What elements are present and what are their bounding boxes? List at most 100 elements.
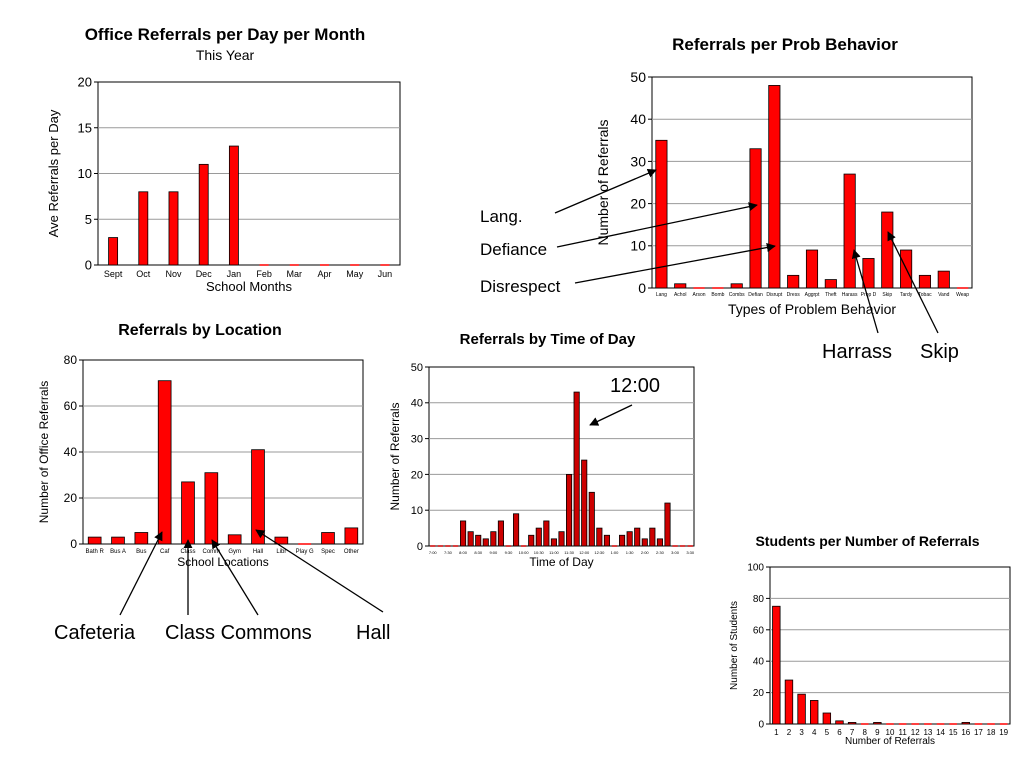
time-bar-8 xyxy=(490,531,497,547)
behavior-bar-15 xyxy=(937,270,950,289)
location-xtick-label: Spec xyxy=(321,549,335,555)
location-ytick-label: 40 xyxy=(64,445,78,459)
time-bar-22 xyxy=(596,527,603,547)
time-xtick-label: 10:00 xyxy=(519,550,530,555)
arrow-hall xyxy=(255,529,384,613)
behavior-xtick-label: Weap xyxy=(956,292,969,298)
time-xtick-label: 7:30 xyxy=(444,550,453,555)
location-xtick-label: Comm xyxy=(202,549,220,555)
students-bar-3 xyxy=(810,700,819,725)
behavior-xtick-label: Disrupt xyxy=(766,292,782,298)
location-bar-2 xyxy=(134,532,149,545)
behavior-ytick-label: 50 xyxy=(630,69,646,85)
month-xtick-label: Oct xyxy=(136,269,151,279)
behavior-xtick-label: Vand xyxy=(938,292,950,298)
behavior-xtick-label: Harass xyxy=(842,292,858,298)
behavior-ytick-label: 10 xyxy=(630,238,646,254)
time-xtick-label: 9:30 xyxy=(505,550,514,555)
behavior-xtick-label: Skip xyxy=(882,292,892,298)
location-ytick-label: 60 xyxy=(64,399,78,413)
students-xtick-label: 16 xyxy=(961,728,970,737)
behavior-ytick-label: 0 xyxy=(638,280,646,296)
time-bar-14 xyxy=(535,527,542,547)
students-xtick-label: 3 xyxy=(799,728,804,737)
students-xtick-label: 14 xyxy=(936,728,945,737)
students-ytick-label: 80 xyxy=(753,594,765,605)
students-ytick-label: 40 xyxy=(753,657,765,668)
students-ytick-label: 0 xyxy=(758,720,764,731)
arrow-commons xyxy=(211,539,259,616)
time-xtick-label: 11:00 xyxy=(549,550,559,555)
month-xtick-label: Sept xyxy=(104,269,123,279)
students-xtick-label: 1 xyxy=(774,728,779,737)
month-xtick-label: Dec xyxy=(196,269,213,279)
students-xtick-label: 5 xyxy=(825,728,830,737)
students-bar-8 xyxy=(873,722,882,725)
behavior-xtick-label: Prop D xyxy=(861,292,877,298)
students-xaxis-label: Number of Referrals xyxy=(845,736,935,747)
annotation-harrass: Harrass xyxy=(822,341,893,363)
location-xtick-label: Play G xyxy=(296,549,314,555)
location-bar-10 xyxy=(321,532,335,545)
students-xtick-label: 13 xyxy=(923,728,932,737)
month-chart-title: Office Referrals per Day per Month xyxy=(84,25,366,44)
students-xtick-label: 11 xyxy=(898,728,907,737)
arrow-lang xyxy=(554,169,657,214)
time-bar-16 xyxy=(550,538,557,547)
time-bar-21 xyxy=(588,491,595,547)
time-ytick-label: 40 xyxy=(411,398,423,410)
month-xtick-label: May xyxy=(346,269,364,279)
month-ytick-label: 0 xyxy=(85,258,92,273)
time-ytick-label: 50 xyxy=(411,362,423,374)
annotation-class-commons: Class Commons xyxy=(165,622,312,644)
month-xaxis-label: School Months xyxy=(206,279,292,294)
location-yaxis-label: Number of Office Referrals xyxy=(37,381,51,524)
behavior-bar-4 xyxy=(730,283,743,289)
students-chart-title: Students per Number of Referrals xyxy=(755,533,980,549)
location-bar-6 xyxy=(227,534,242,545)
students-bar-0 xyxy=(772,605,781,725)
time-xtick-label: 7:00 xyxy=(429,550,438,555)
time-xtick-label: 2:00 xyxy=(641,550,650,555)
time-xtick-label: 12:00 xyxy=(579,550,590,555)
time-xtick-label: 10:30 xyxy=(534,550,545,555)
students-yaxis-label: Number of Students xyxy=(729,601,740,690)
students-xtick-label: 9 xyxy=(875,728,880,737)
behavior-yaxis-label: Number of Referrals xyxy=(595,119,611,245)
time-ytick-label: 10 xyxy=(411,505,423,517)
month-xtick-label: Apr xyxy=(317,269,331,279)
time-chart: 0 10 20 30 40 50 7:00 7:30 8:00 8:30 9:00 9:30 10:00… xyxy=(388,362,695,569)
students-bar-4 xyxy=(822,712,832,725)
location-xtick-label: Bus A xyxy=(110,549,126,555)
students-ytick-label: 100 xyxy=(747,563,764,574)
time-xtick-label: 8:00 xyxy=(459,550,468,555)
behavior-xtick-label: Achol xyxy=(674,292,687,298)
time-ytick-label: 0 xyxy=(417,541,423,553)
behavior-xtick-label: Lang xyxy=(656,292,667,298)
month-bar-3 xyxy=(198,163,209,266)
time-bar-31 xyxy=(664,502,671,547)
arrow-noon xyxy=(589,404,633,426)
time-xaxis-label: Time of Day xyxy=(529,555,593,569)
behavior-bar-12 xyxy=(881,211,894,289)
annotation-lang: Lang. xyxy=(480,207,523,226)
month-xtick-label: Jun xyxy=(378,269,393,279)
time-xtick-label: 3:30 xyxy=(686,550,695,555)
time-bar-29 xyxy=(649,527,656,547)
time-bar-25 xyxy=(619,534,626,547)
location-xtick-label: Bath R xyxy=(85,549,104,555)
time-xtick-label: 3:00 xyxy=(671,550,680,555)
students-xtick-label: 19 xyxy=(999,728,1008,737)
time-bar-6 xyxy=(475,534,482,547)
students-bar-1 xyxy=(784,679,794,725)
month-ytick-label: 20 xyxy=(78,75,92,90)
behavior-ytick-label: 30 xyxy=(630,153,646,169)
location-ytick-label: 80 xyxy=(64,353,78,367)
students-bar-5 xyxy=(835,720,844,725)
behavior-xtick-label: Tobac xyxy=(918,292,932,298)
behavior-ytick-label: 40 xyxy=(630,111,646,127)
students-bar-2 xyxy=(797,693,806,725)
annotation-hall: Hall xyxy=(356,622,391,644)
behavior-bar-1 xyxy=(674,283,687,289)
arrow-disrespect xyxy=(574,243,776,284)
